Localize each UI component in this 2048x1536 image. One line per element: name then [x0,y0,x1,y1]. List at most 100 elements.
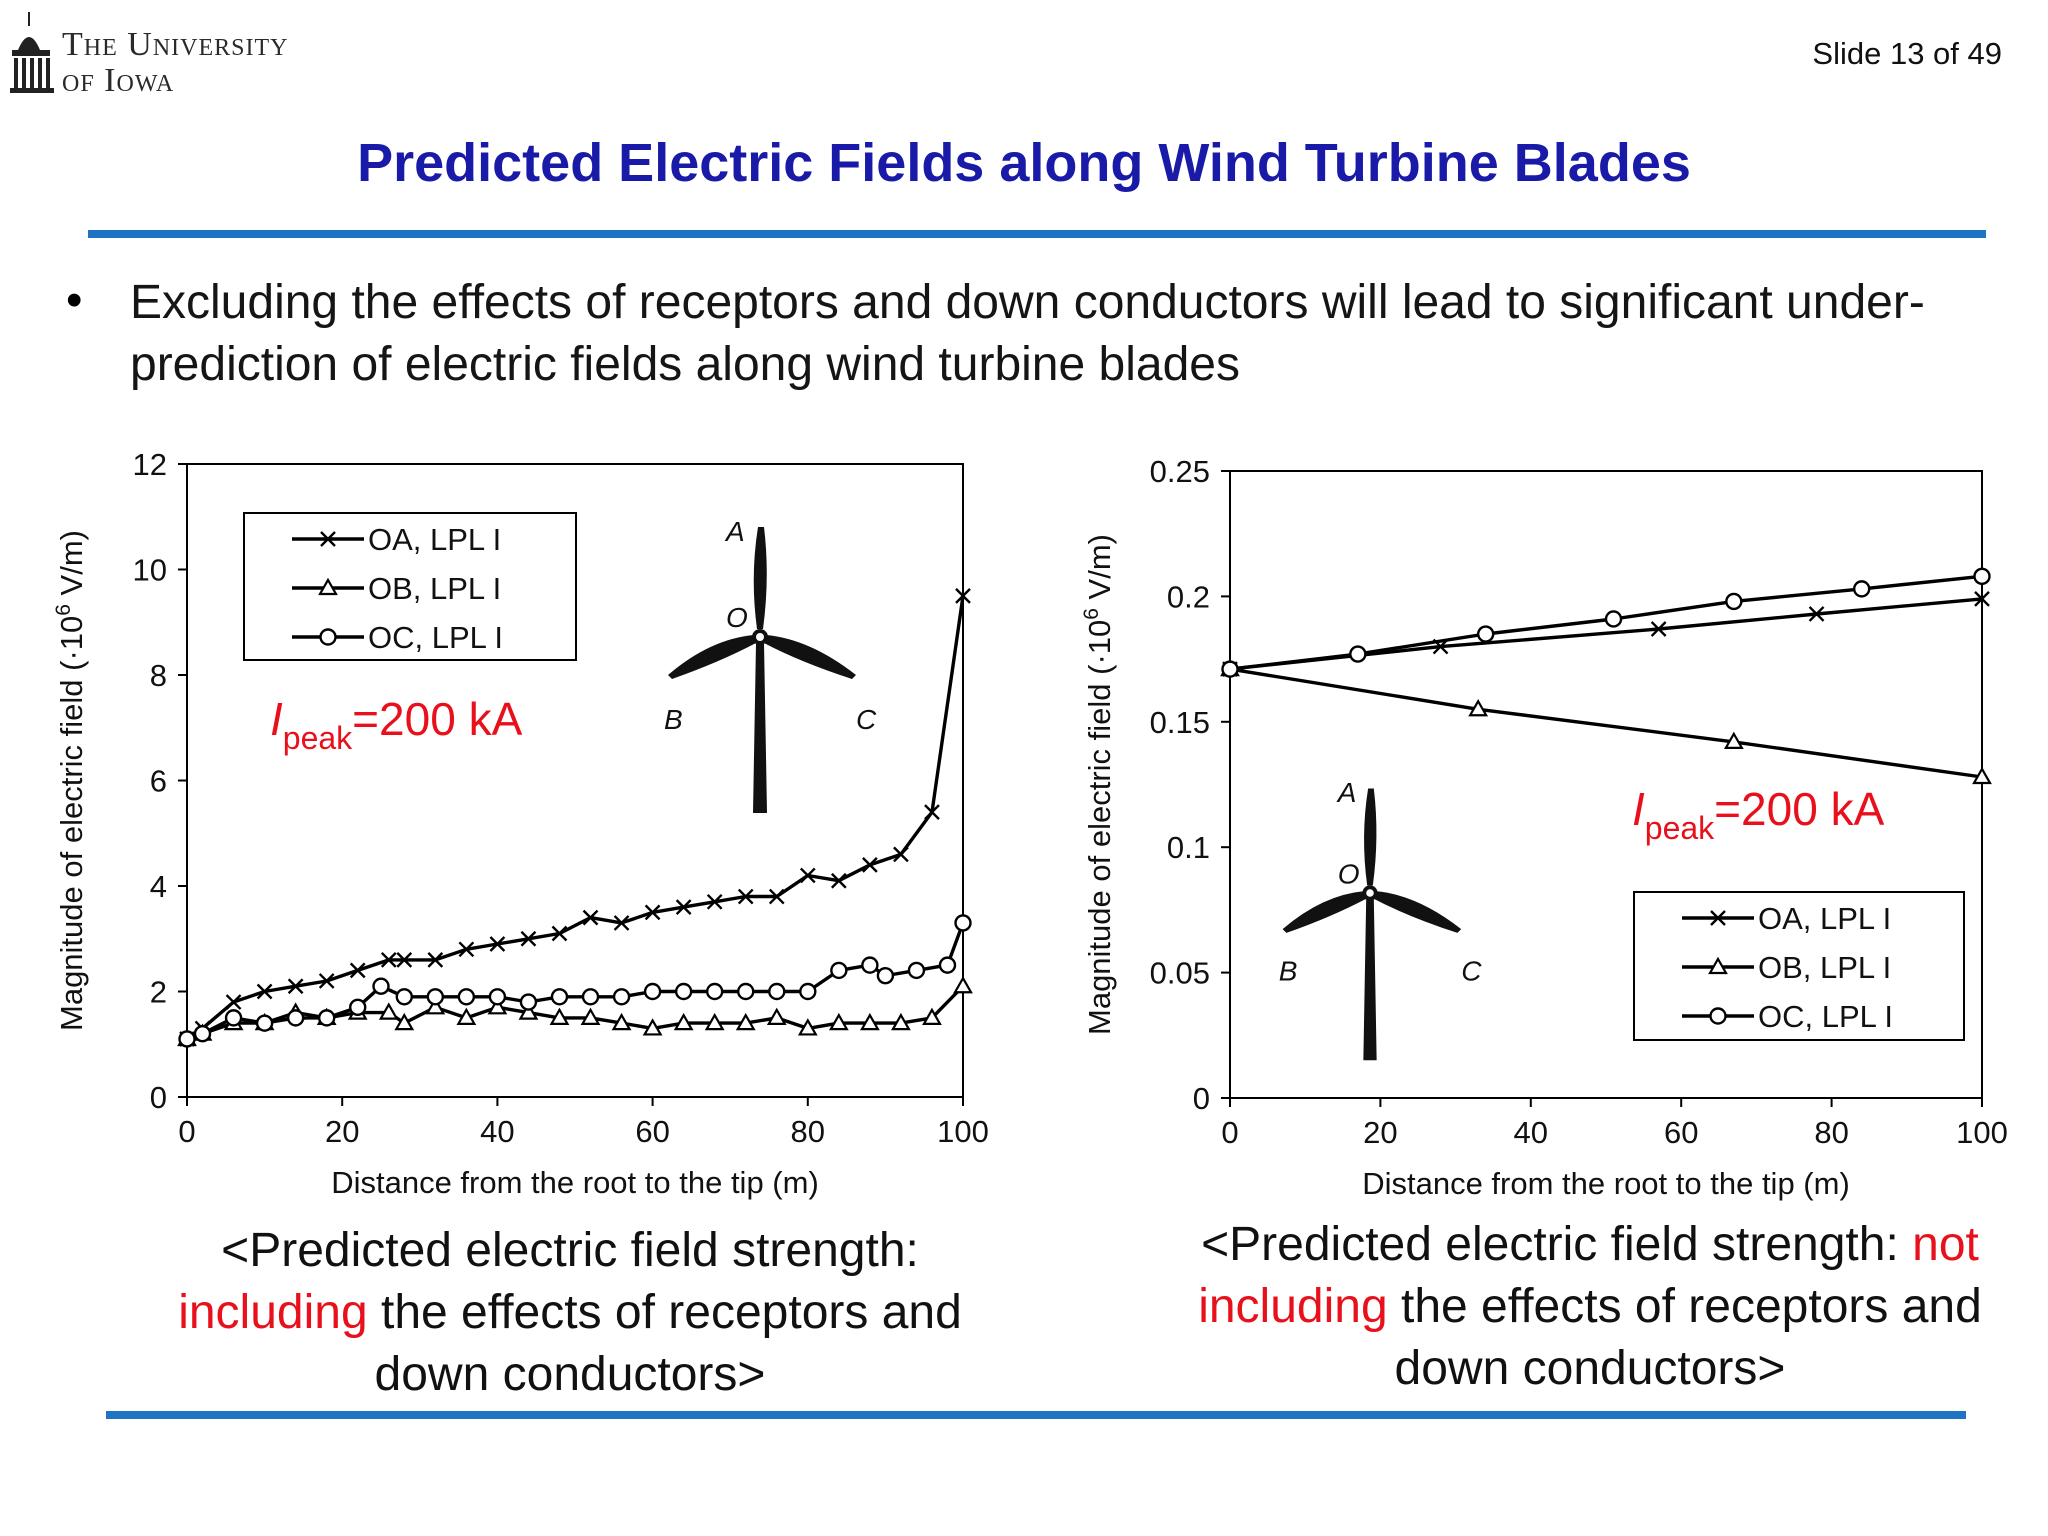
legend-marker [319,628,337,646]
data-point [862,857,878,873]
annotation-symbol: I [1632,783,1645,835]
data-point [287,978,304,995]
turbine-hub-center [756,633,764,641]
data-point [922,1007,942,1025]
legend-label: OB, LPL I [368,571,501,606]
data-point [830,961,848,980]
y-axis-label-text: Magnitude of electric field (·10 [1082,620,1117,1035]
wind-turbine-icon: A O B C [1279,777,1482,1061]
turbine-blade-a [1364,788,1377,886]
bullet-text: Excluding the effects of receptors and d… [130,276,1925,391]
logo-line-2: of Iowa [62,62,175,99]
data-point [378,1002,399,1020]
turbine-blade-c [1373,891,1462,933]
turbine-tower [753,643,767,813]
data-point [705,982,724,1001]
data-point [225,994,242,1010]
x-tick-label: 0 [178,1114,195,1149]
y-tick-label: 4 [150,869,167,904]
data-point [581,988,600,1006]
data-point [1604,610,1623,628]
data-point [193,1024,212,1043]
data-point [488,988,507,1006]
annotation-value: =200 kA [1714,783,1884,835]
data-point [830,872,847,889]
x-tick-label: 40 [1514,1115,1548,1150]
data-point [706,893,723,910]
data-point [394,1012,415,1031]
y-axis-label-exponent: 6 [1080,608,1103,620]
data-point [644,904,661,921]
data-point [580,1007,601,1025]
data-point [549,1007,570,1025]
data-point [861,956,879,974]
left-caption-pre: <Predicted electric field strength: [221,1224,919,1277]
y-tick-label: 10 [133,553,167,588]
data-point [1973,567,1991,586]
y-tick-label: 12 [133,447,167,482]
data-point [1852,580,1871,598]
data-point [737,982,755,1001]
data-point [489,936,506,952]
right-caption-highlight: not including [1198,1218,1979,1333]
x-axis-label: Distance from the root to the tip (m) [331,1165,819,1200]
data-point [427,952,444,968]
turbine-tower [1363,898,1377,1061]
left-caption-highlight: including [178,1286,368,1339]
left-caption: <Predicted electric field strength: incl… [120,1220,1020,1406]
turbine-label-b: B [1279,955,1298,986]
data-point [256,983,273,1000]
series-circle [1221,567,1991,678]
plot-area [1229,470,1983,1099]
legend-marker [318,577,338,596]
data-point [642,1018,663,1036]
data-point [953,976,973,994]
data-point [768,982,786,1001]
left-chart: 0 20 40 60 80 100 0 2 4 6 8 10 12 Distance from the r… [52,447,989,1200]
series-circle [178,914,972,1048]
series-line [1229,667,1983,779]
legend-label: OA, LPL I [368,522,501,557]
data-point [349,998,367,1017]
series-triangle [1220,658,1992,785]
data-point [924,804,940,820]
x-axis-label: Distance from the root to the tip (m) [1362,1166,1850,1201]
data-point [255,1014,274,1032]
data-point [318,973,335,989]
right-caption-pre: <Predicted electric field strength: [1201,1218,1913,1271]
data-point [938,956,957,974]
data-point [1650,621,1667,637]
x-tick-label: 60 [1664,1115,1698,1150]
turbine-label-a: A [724,516,745,547]
data-point [380,952,397,968]
right-caption-post: the effects of receptors and down conduc… [1387,1280,1982,1395]
x-tick-label: 0 [1221,1115,1238,1150]
data-point [611,1012,632,1031]
data-point [519,993,538,1011]
turbine-label-a: A [1336,777,1357,808]
y-axis-label-exponent: 6 [52,604,75,616]
y-tick-label: 6 [150,764,167,799]
data-point [286,1009,305,1027]
series-x [1222,591,1990,677]
bullet-dot: • [66,273,83,326]
data-point [224,1009,243,1027]
y-tick-label: 8 [150,658,167,693]
data-point [612,988,631,1006]
data-point [395,988,413,1006]
legend: OA, LPL I OB, LPL I OC, LPL I [1633,891,1965,1041]
data-point [876,966,895,985]
y-axis-label-text: Magnitude of electric field (·10 [54,616,89,1031]
turbine-blade-b [668,635,756,679]
bottom-divider [106,1411,1966,1419]
wind-turbine-icon: A O B C [664,516,877,813]
turbine-label-o: O [726,602,748,633]
turbine-label-o: O [1338,859,1360,890]
data-point [891,1012,911,1031]
top-divider [88,230,1986,238]
data-point [735,1012,756,1031]
slide-title: Predicted Electric Fields along Wind Tur… [357,133,1691,193]
slide-number: Slide 13 of 49 [1812,36,2002,71]
legend-marker [1708,956,1728,975]
series-line [1229,597,1983,671]
